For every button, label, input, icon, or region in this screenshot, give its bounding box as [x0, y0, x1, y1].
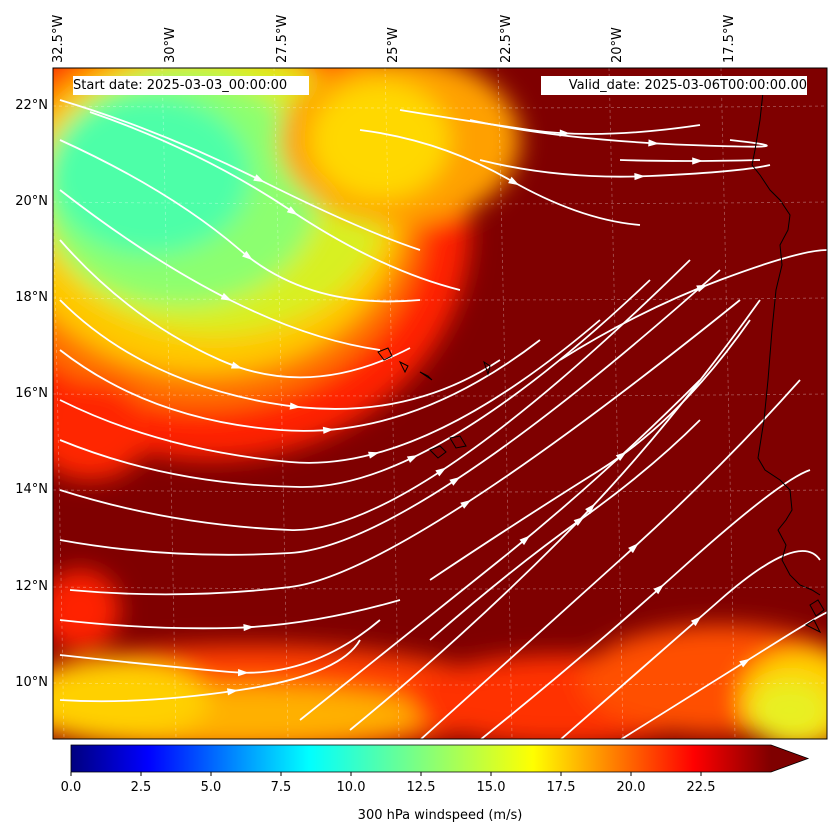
coastline — [377, 91, 825, 634]
streamline — [299, 379, 701, 721]
colorbar-tick-label: 5.0 — [200, 780, 222, 795]
longitude-label: 17.5°W — [722, 14, 737, 63]
streamline-arrow-icon — [628, 543, 639, 554]
streamline — [59, 639, 361, 703]
streamline-arrow-icon — [739, 658, 751, 668]
streamline-arrow-icon — [653, 584, 664, 595]
longitude-label: 27.5°W — [275, 14, 290, 63]
map-frame — [52, 67, 828, 740]
colorbar-tick-label: 15.0 — [476, 780, 506, 795]
streamline-arrow-icon — [696, 284, 708, 293]
latitude-label: 22°N — [15, 98, 48, 113]
streamline-arrow-icon — [322, 426, 334, 434]
streamline — [399, 109, 701, 135]
colorbar-tick-label: 17.5 — [546, 780, 576, 795]
longitude-label: 20°W — [610, 27, 625, 63]
streamline-arrow-icon — [220, 292, 232, 301]
gridlines — [53, 68, 827, 739]
streamline — [429, 319, 751, 581]
streamline-arrow-icon — [238, 669, 249, 677]
streamline — [59, 259, 691, 531]
colorbar-tick-label: 2.5 — [130, 780, 152, 795]
colorbar-tick-label: 22.5 — [686, 780, 716, 795]
colorbar-title: 300 hPa windspeed (m/s) — [357, 808, 523, 823]
streamline-arrow-icon — [230, 361, 243, 369]
streamline — [59, 319, 601, 464]
valid-date-label: Valid_date: 2025-03-06T00:00:00.00 — [541, 76, 807, 95]
latitude-label: 14°N — [15, 482, 48, 497]
streamline-arrow-icon — [690, 616, 702, 627]
streamline-arrow-icon — [449, 476, 461, 486]
streamline-arrow-icon — [226, 688, 239, 696]
streamline-arrow-icon — [519, 535, 531, 546]
streamline — [59, 269, 721, 556]
latitude-label: 10°N — [15, 675, 48, 690]
streamline-arrow-icon — [585, 503, 596, 515]
streamline — [479, 469, 811, 739]
streamline-arrow-icon — [435, 467, 447, 477]
streamline — [469, 119, 768, 148]
streamline-arrow-icon — [368, 451, 380, 459]
streamline-arrow-icon — [253, 174, 265, 183]
streamline-arrow-icon — [634, 172, 646, 181]
streamline-arrow-icon — [243, 623, 255, 632]
streamlines — [59, 99, 827, 739]
streamline — [419, 379, 801, 739]
colorbar-tick-label: 20.0 — [616, 780, 646, 795]
longitude-label: 32.5°W — [51, 14, 66, 63]
streamline-arrow-icon — [692, 157, 703, 165]
streamline — [619, 611, 827, 739]
streamline — [69, 299, 741, 596]
streamline-arrow-icon — [615, 451, 627, 462]
latitude-label: 18°N — [15, 290, 48, 305]
streamline-arrow-icon — [573, 516, 585, 526]
streamline-arrow-icon — [460, 499, 472, 509]
streamline — [59, 299, 501, 410]
colorbar-bar — [71, 745, 771, 772]
streamline-arrow-icon — [289, 402, 301, 410]
latitude-label: 12°N — [15, 579, 48, 594]
colorbar — [70, 744, 810, 776]
streamline — [559, 249, 827, 361]
streamline — [59, 139, 421, 303]
streamline — [59, 599, 401, 630]
longitude-label: 22.5°W — [499, 14, 514, 63]
longitude-label: 30°W — [163, 27, 178, 63]
streamline-arrow-icon — [286, 206, 298, 216]
colorbar-extend-arrow — [771, 745, 808, 772]
streamline — [349, 299, 761, 731]
colorbar-tick-label: 7.5 — [270, 780, 292, 795]
colorbar-tick-label: 12.5 — [406, 780, 436, 795]
streamline-arrow-icon — [406, 454, 419, 463]
streamline-arrow-icon — [242, 250, 253, 261]
windspeed-field — [53, 68, 827, 739]
streamline — [59, 619, 381, 674]
streamline — [619, 159, 761, 162]
start-date-label: Start date: 2025-03-03_00:00:00 — [73, 76, 309, 95]
streamline — [59, 339, 541, 432]
longitude-label: 25°W — [386, 27, 401, 63]
colorbar-tick-label: 10.0 — [336, 780, 366, 795]
streamline — [559, 550, 821, 739]
streamline — [59, 279, 651, 488]
colorbar-tick-label: 0.0 — [60, 780, 82, 795]
latitude-label: 20°N — [15, 194, 48, 209]
streamline — [59, 239, 411, 379]
streamline-arrow-icon — [648, 139, 660, 147]
streamline-arrow-icon — [508, 176, 520, 186]
latitude-label: 16°N — [15, 386, 48, 401]
